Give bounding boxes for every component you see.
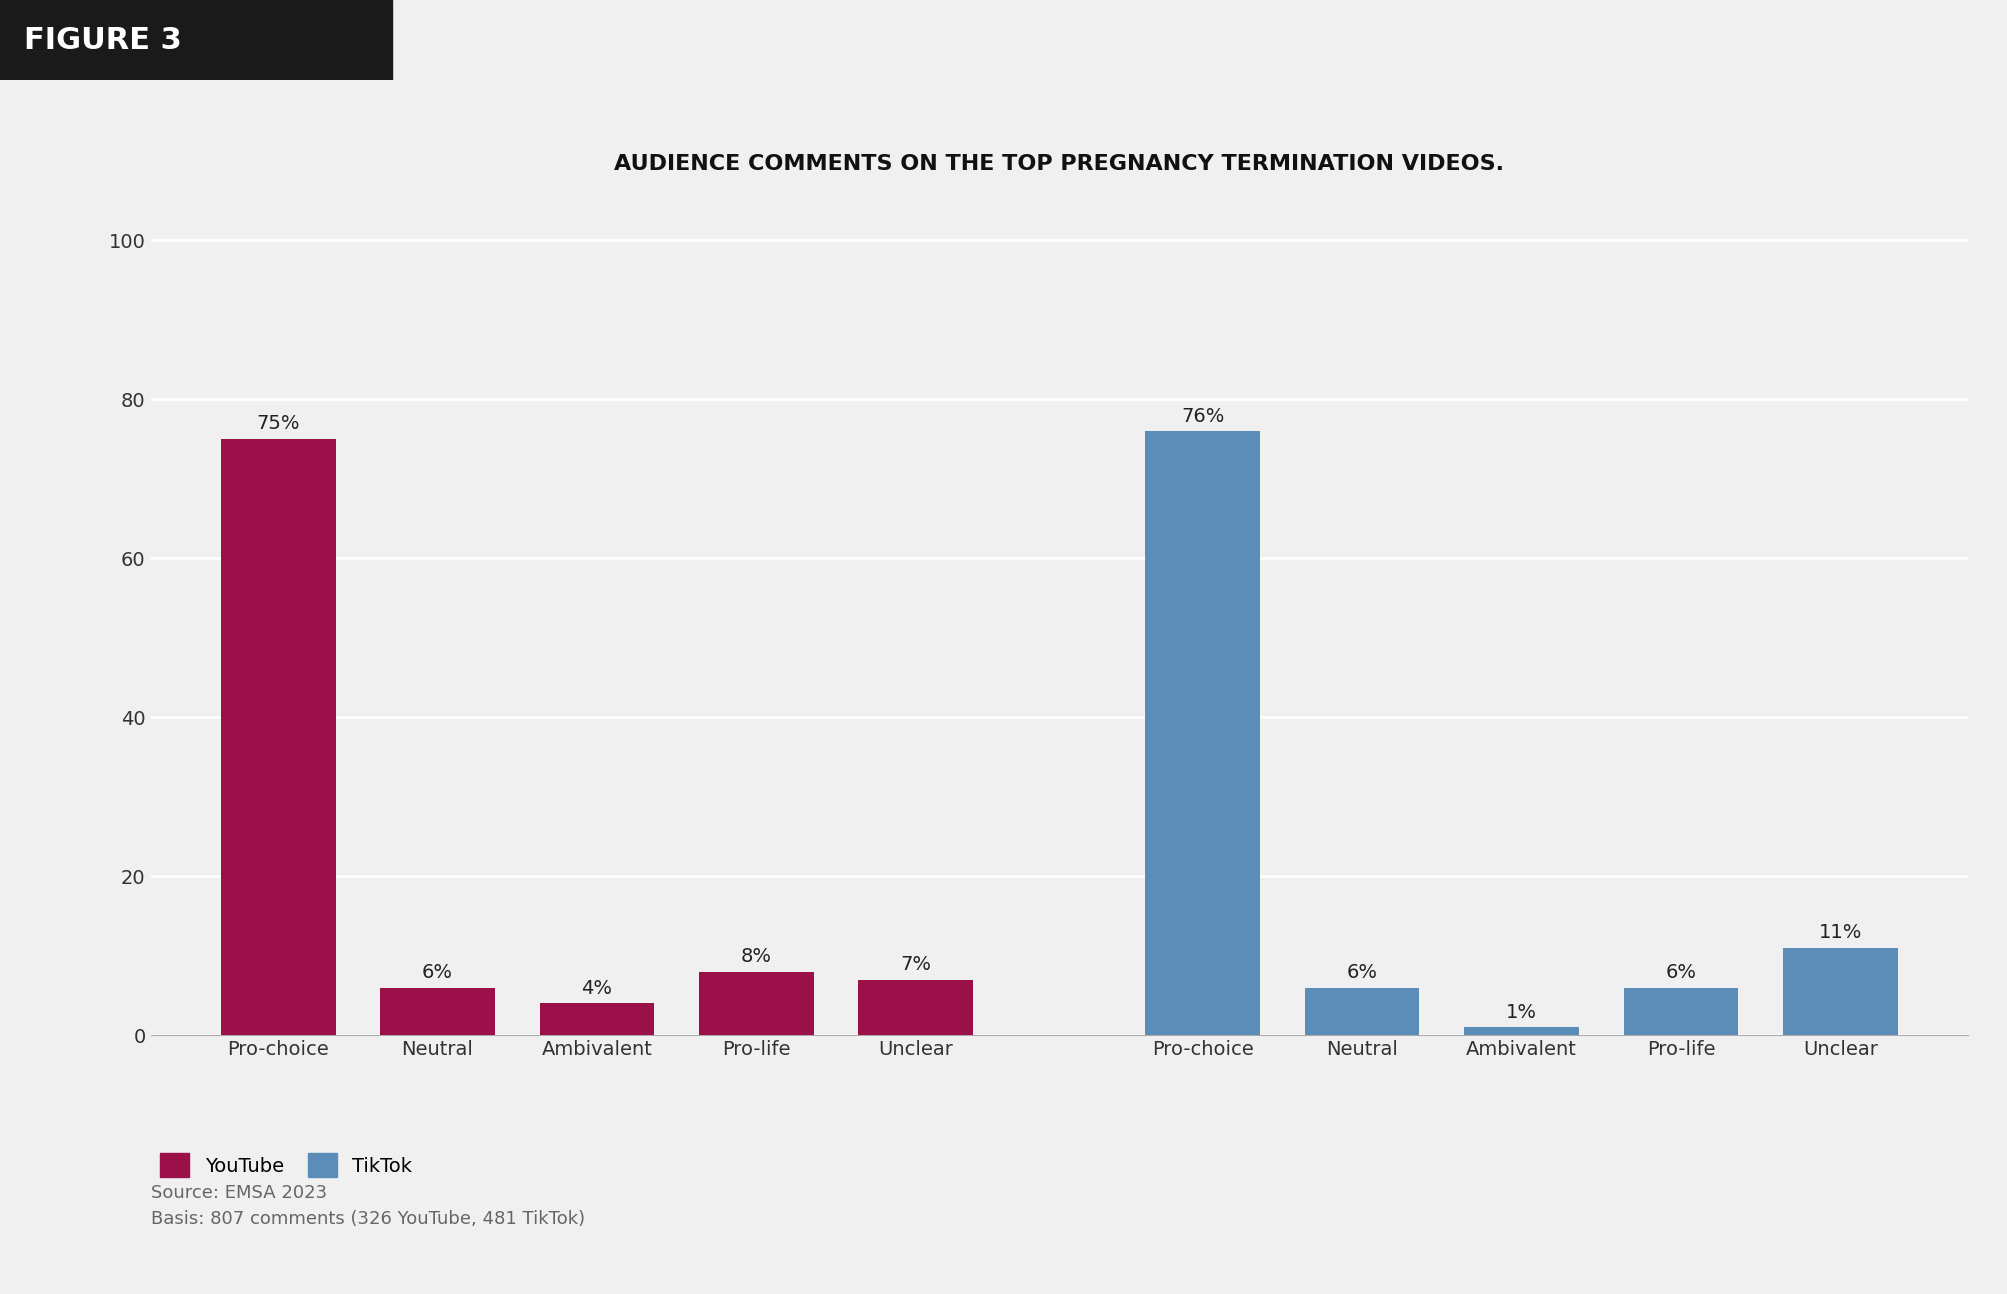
- Text: 11%: 11%: [1818, 923, 1860, 942]
- Bar: [698, 972, 813, 1035]
- Legend: YouTube, TikTok: YouTube, TikTok: [161, 1153, 411, 1178]
- Text: Source: EMSA 2023
Basis: 807 comments (326 YouTube, 481 TikTok): Source: EMSA 2023 Basis: 807 comments (3…: [151, 1184, 584, 1228]
- Bar: [1782, 947, 1897, 1035]
- Bar: [379, 987, 494, 1035]
- Bar: [1624, 987, 1738, 1035]
- Text: 1%: 1%: [1505, 1003, 1535, 1022]
- Bar: [0, 0, 391, 80]
- Text: 6%: 6%: [1347, 963, 1377, 982]
- Bar: [221, 439, 335, 1035]
- Text: 7%: 7%: [899, 955, 931, 974]
- Bar: [1463, 1027, 1578, 1035]
- Bar: [1144, 431, 1260, 1035]
- Title: AUDIENCE COMMENTS ON THE TOP PREGNANCY TERMINATION VIDEOS.: AUDIENCE COMMENTS ON THE TOP PREGNANCY T…: [614, 154, 1503, 173]
- Text: 4%: 4%: [582, 978, 612, 998]
- Text: 6%: 6%: [1664, 963, 1696, 982]
- Text: 76%: 76%: [1180, 406, 1224, 426]
- Bar: [857, 980, 973, 1035]
- Bar: [1305, 987, 1419, 1035]
- Text: 75%: 75%: [257, 414, 299, 433]
- Bar: [540, 1003, 654, 1035]
- Text: FIGURE 3: FIGURE 3: [24, 26, 183, 54]
- Text: 8%: 8%: [741, 947, 771, 967]
- Text: 6%: 6%: [421, 963, 454, 982]
